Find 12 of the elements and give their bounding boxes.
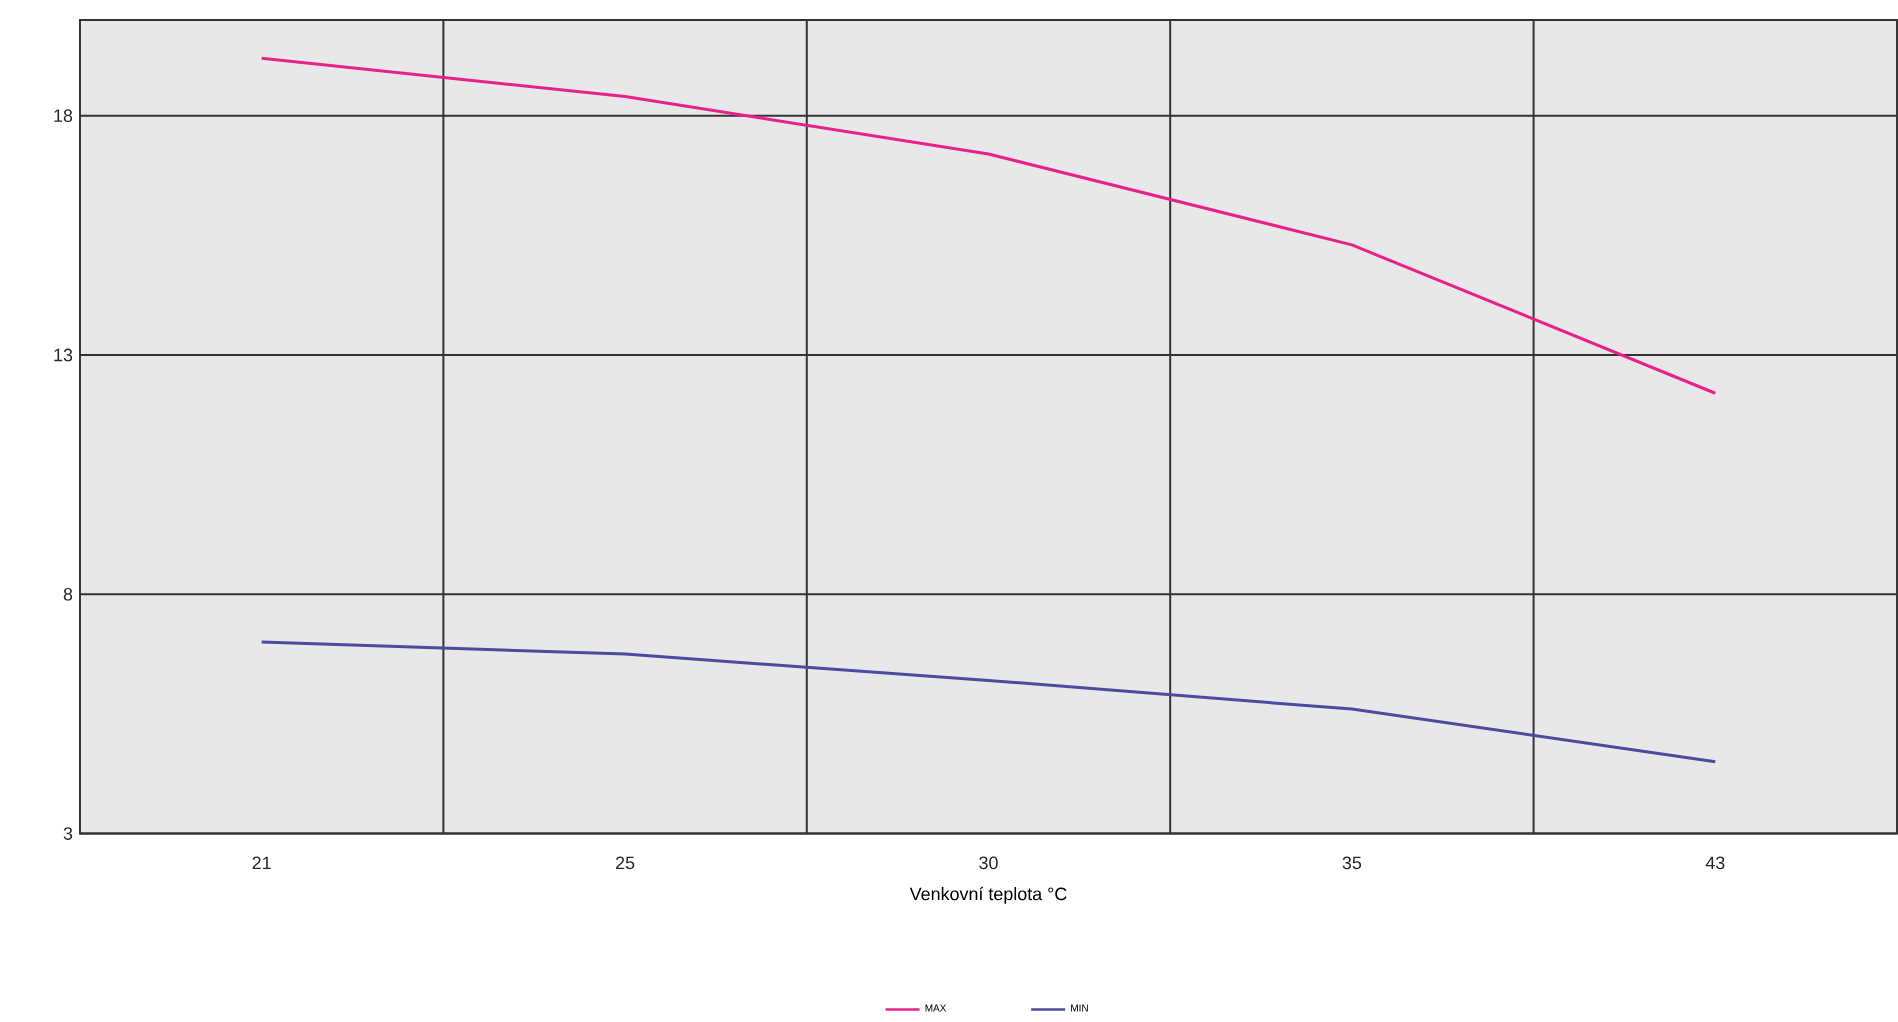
y-tick-label: 8	[63, 587, 73, 601]
x-axis-title: Venkovní teplota °C	[909, 886, 1067, 904]
line-series	[260, 640, 1717, 764]
x-tick-label: 43	[1705, 856, 1725, 870]
line-series	[260, 56, 1717, 395]
x-tick-label: 30	[979, 856, 998, 870]
x-tick-label: 25	[616, 856, 635, 870]
y-tick-label: 13	[54, 348, 73, 362]
y-tick-label: 3	[63, 826, 73, 840]
y-tick-label: 18	[54, 109, 73, 122]
x-tick-label: 35	[1342, 856, 1362, 870]
x-tick-label: 21	[252, 856, 271, 869]
